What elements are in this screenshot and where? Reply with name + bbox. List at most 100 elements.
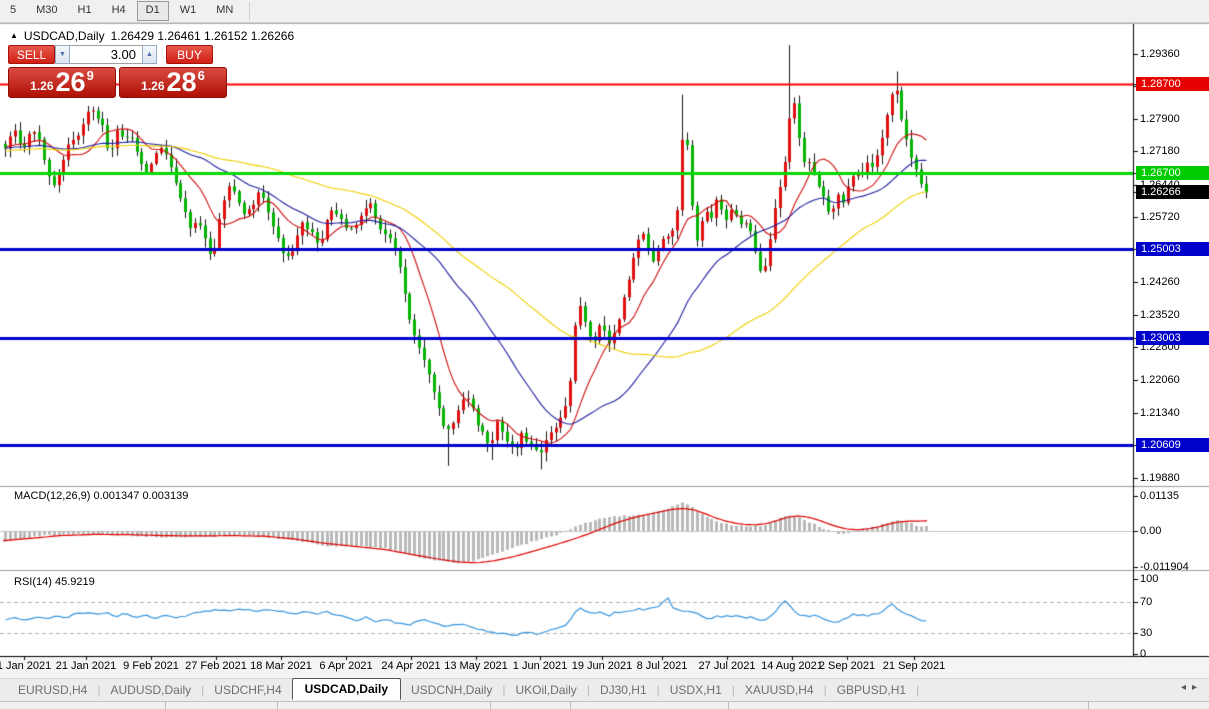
chart-ohlc-values: 1.26429 1.26461 1.26152 1.26266 bbox=[110, 29, 295, 43]
macd-indicator-label: MACD(12,26,9) 0.001347 0.003139 bbox=[14, 490, 188, 502]
macd-scale-label: 0.00 bbox=[1140, 525, 1162, 537]
price-tag: 1.20609 bbox=[1136, 438, 1209, 453]
price-tick-label: 1.27180 bbox=[1140, 145, 1180, 158]
tab-gbpusd-h1[interactable]: GBPUSD,H1 bbox=[836, 683, 907, 697]
date-label: 9 Feb 2021 bbox=[123, 660, 179, 672]
sell-button[interactable]: SELL bbox=[8, 45, 55, 64]
sell-price-big: 26 bbox=[55, 67, 86, 97]
price-tick-label: 1.25720 bbox=[1140, 210, 1180, 223]
price-tick-label: 1.24260 bbox=[1140, 276, 1180, 289]
status-separator bbox=[1088, 701, 1089, 709]
timeframe-button-w1[interactable]: W1 bbox=[179, 4, 197, 16]
tab-separator: | bbox=[502, 683, 506, 697]
macd-value-2: 0.003139 bbox=[142, 490, 189, 502]
timeframe-button-5[interactable]: 5 bbox=[10, 4, 17, 16]
date-label: 2 Sep 2021 bbox=[818, 660, 876, 672]
tab-usdx-h1[interactable]: USDX,H1 bbox=[669, 683, 722, 697]
buy-price-prefix: 1.26 bbox=[141, 79, 165, 93]
chart-symbol-period: USDCAD,Daily bbox=[23, 29, 105, 43]
price-tag: 1.28700 bbox=[1136, 76, 1209, 91]
tab-separator: | bbox=[201, 683, 205, 697]
date-label: 13 May 2021 bbox=[444, 660, 508, 672]
rsi-scale-label: 100 bbox=[1140, 573, 1159, 585]
date-label: 14 Aug 2021 bbox=[761, 660, 823, 672]
sell-price-prefix: 1.26 bbox=[30, 79, 54, 93]
date-label: 27 Feb 2021 bbox=[185, 660, 247, 672]
buy-price-box[interactable]: 1.26 28 6 bbox=[119, 67, 227, 98]
price-tag: 1.26266 bbox=[1136, 185, 1209, 200]
tab-eurusd-h4[interactable]: EURUSD,H4 bbox=[18, 683, 88, 697]
macd-name: MACD(12,26,9) bbox=[14, 490, 91, 502]
buy-price-big: 28 bbox=[166, 67, 197, 97]
one-click-trade-panel: SELL ▼ ▲ BUY 1.26 26 9 1.26 28 6 bbox=[8, 45, 227, 98]
status-strip bbox=[0, 701, 1209, 709]
sell-price-box[interactable]: 1.26 26 9 bbox=[8, 67, 116, 98]
price-tag: 1.26700 bbox=[1136, 165, 1209, 180]
tab-xauusd-h4[interactable]: XAUUSD,H4 bbox=[744, 683, 814, 697]
date-label: 27 Jul 2021 bbox=[698, 660, 756, 672]
timeframe-button-mn[interactable]: MN bbox=[216, 4, 234, 16]
toolbar-separator bbox=[249, 2, 251, 20]
rsi-scale-label: 30 bbox=[1140, 627, 1153, 639]
tab-audusd-daily[interactable]: AUDUSD,Daily bbox=[110, 683, 192, 697]
price-tick-label: 1.19880 bbox=[1140, 471, 1180, 484]
timeframe-button-m30[interactable]: M30 bbox=[36, 4, 58, 16]
date-label: 8 Jul 2021 bbox=[636, 660, 688, 672]
tab-usdchf-h4[interactable]: USDCHF,H4 bbox=[214, 683, 282, 697]
tab-separator: | bbox=[97, 683, 101, 697]
rsi-scale-label: 70 bbox=[1140, 596, 1153, 608]
price-tick-label: 1.22060 bbox=[1140, 374, 1180, 387]
tab-ukoil-daily[interactable]: UKOil,Daily bbox=[515, 683, 577, 697]
tab-separator: | bbox=[586, 683, 590, 697]
chart-tabs-bar: EURUSD,H4 | AUDUSD,Daily | USDCHF,H4 USDCAD,D… bbox=[0, 678, 1209, 701]
macd-scale-label: -0.011904 bbox=[1140, 561, 1189, 573]
volume-input[interactable] bbox=[70, 46, 142, 63]
status-separator bbox=[277, 701, 278, 709]
price-tick-label: 1.23520 bbox=[1140, 309, 1180, 322]
date-label: 24 Apr 2021 bbox=[381, 660, 441, 672]
price-tick-label: 1.29360 bbox=[1140, 48, 1180, 60]
date-label: 1 Jun 2021 bbox=[512, 660, 568, 672]
date-label: 6 Apr 2021 bbox=[319, 660, 373, 672]
sell-price-pip: 9 bbox=[86, 68, 94, 83]
trade-prices-row: 1.26 26 9 1.26 28 6 bbox=[8, 67, 227, 98]
volume-decrease-icon[interactable]: ▼ bbox=[55, 45, 70, 64]
rsi-value: 45.9219 bbox=[54, 576, 95, 588]
price-tick-label: 1.27900 bbox=[1140, 113, 1180, 126]
status-separator bbox=[728, 701, 729, 709]
buy-button[interactable]: BUY bbox=[166, 45, 213, 64]
date-label: 19 Jun 2021 bbox=[571, 660, 633, 672]
chart-title-row: ▲ USDCAD,Daily 1.26429 1.26461 1.26152 1… bbox=[10, 29, 294, 43]
timeframe-button-h1[interactable]: H1 bbox=[77, 4, 92, 16]
status-separator bbox=[165, 701, 166, 709]
date-label: 1 Jan 2021 bbox=[0, 660, 52, 672]
date-label: 18 Mar 2021 bbox=[250, 660, 312, 672]
rsi-indicator-label: RSI(14) 45.9219 bbox=[14, 576, 95, 588]
tab-scroll-right-icon[interactable]: ▸ bbox=[1191, 682, 1203, 693]
tab-usdcnh-daily[interactable]: USDCNH,Daily bbox=[411, 683, 493, 697]
rsi-scale-label: 0 bbox=[1140, 648, 1147, 660]
timeframe-button-h4[interactable]: H4 bbox=[111, 4, 126, 16]
tab-separator: | bbox=[656, 683, 660, 697]
buy-price-pip: 6 bbox=[197, 68, 205, 83]
volume-field-wrap bbox=[70, 45, 142, 64]
trade-controls-row: SELL ▼ ▲ BUY bbox=[8, 45, 227, 64]
tab-separator: | bbox=[731, 683, 735, 697]
price-tag: 1.25003 bbox=[1136, 241, 1209, 256]
date-label: 21 Jan 2021 bbox=[55, 660, 117, 672]
tab-separator: | bbox=[916, 683, 920, 697]
tab-scroll-arrows[interactable]: ◂▸ bbox=[1181, 682, 1203, 693]
volume-increase-icon[interactable]: ▲ bbox=[142, 45, 157, 64]
collapse-icon[interactable]: ▲ bbox=[10, 31, 18, 40]
timeframe-toolbar: 5 M30 H1 H4 D1 W1 MN bbox=[0, 0, 1209, 23]
price-tick-label: 1.21340 bbox=[1140, 406, 1180, 419]
timeframe-button-d1[interactable]: D1 bbox=[136, 1, 169, 21]
price-tag: 1.23003 bbox=[1136, 331, 1209, 346]
status-separator bbox=[570, 701, 571, 709]
tab-dj30-h1[interactable]: DJ30,H1 bbox=[599, 683, 647, 697]
tab-scroll-left-icon[interactable]: ◂ bbox=[1180, 682, 1192, 693]
tab-usdcad-daily[interactable]: USDCAD,Daily bbox=[291, 678, 401, 700]
macd-value-1: 0.001347 bbox=[93, 490, 140, 502]
